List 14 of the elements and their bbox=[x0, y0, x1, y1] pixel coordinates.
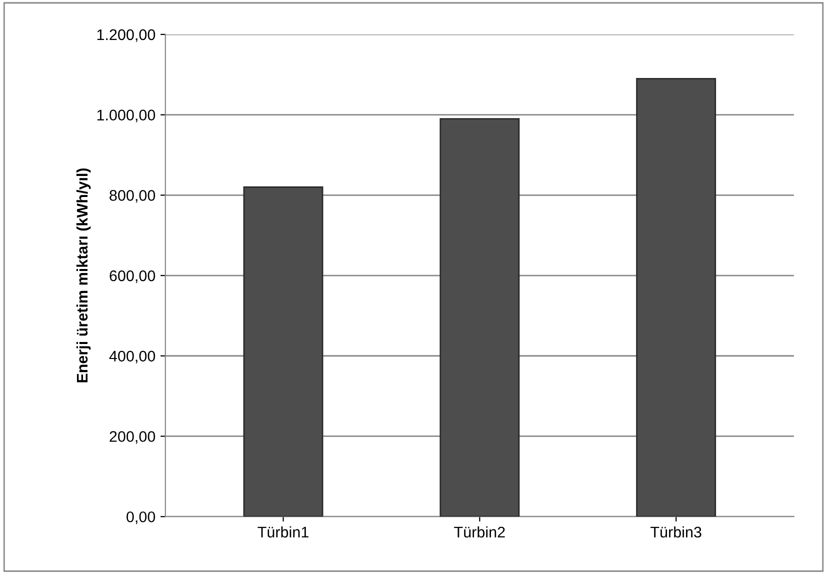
y-tick-label: 200,00 bbox=[110, 431, 156, 444]
x-tick-label: Türbin2 bbox=[454, 526, 505, 538]
y-tick-label: 1.000,00 bbox=[97, 110, 156, 122]
bar bbox=[243, 186, 324, 517]
y-tick-label: 600,00 bbox=[110, 270, 156, 284]
y-axis-title: Enerji üretim miktarı (kWh/yıl) bbox=[76, 168, 91, 382]
y-tick-label: 400,00 bbox=[109, 350, 156, 364]
bar bbox=[440, 118, 520, 517]
x-tick-label: Türbin3 bbox=[650, 526, 702, 538]
y-tick-label: 1.200,00 bbox=[97, 29, 156, 42]
bar bbox=[636, 78, 716, 517]
y-tick-label: 0,00 bbox=[126, 511, 156, 524]
y-tick-label: 800,00 bbox=[110, 190, 156, 203]
x-tick-label: Türbin1 bbox=[258, 526, 308, 538]
